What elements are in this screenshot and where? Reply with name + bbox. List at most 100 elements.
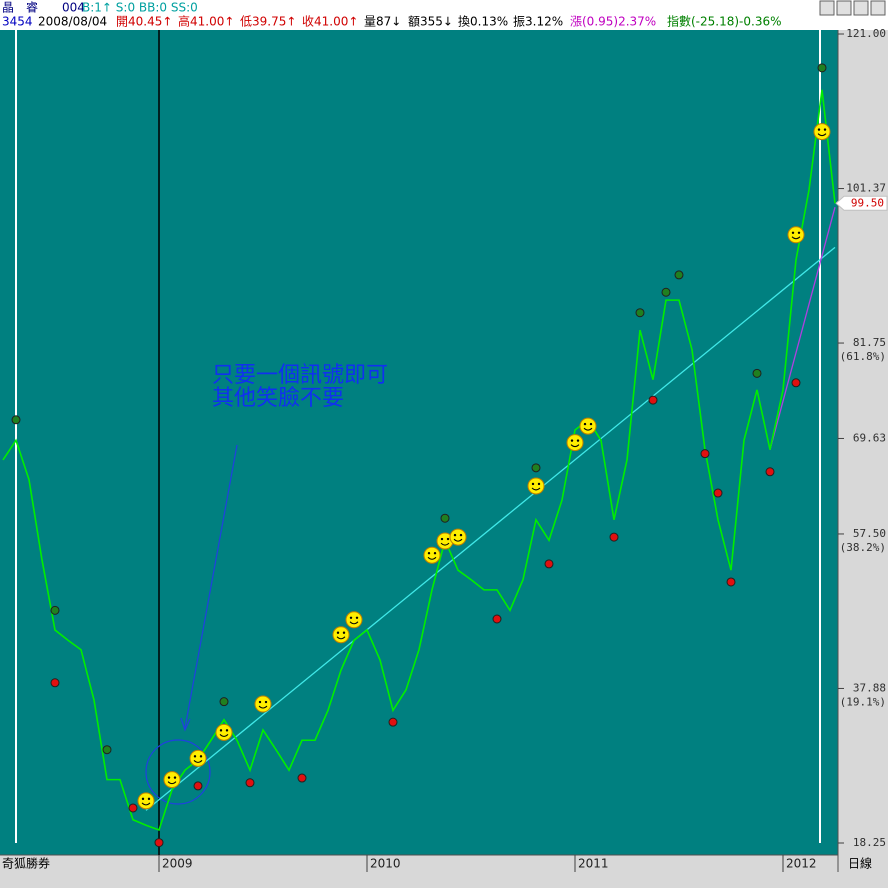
smiley-mouth — [336, 636, 346, 640]
bottom-signal — [388, 717, 398, 727]
annotation: 只要一個訊號即可 — [212, 363, 388, 388]
smiley-eye — [336, 631, 340, 634]
smiley-eye — [589, 422, 593, 426]
bottom-signal — [544, 559, 554, 569]
change: 漲(0.95)2.37% — [570, 15, 656, 29]
smiley-mouth — [167, 781, 177, 785]
smiley — [345, 611, 363, 629]
smiley-mouth — [453, 538, 463, 542]
y-tick-label: 121.00 — [846, 27, 886, 40]
top-signal — [440, 513, 450, 523]
smiley-eye — [453, 533, 457, 537]
smiley-face — [163, 771, 181, 789]
x-axis-bg — [0, 855, 838, 888]
top-signal — [11, 415, 21, 425]
volume: 量87↓ — [364, 15, 401, 29]
trend-line — [145, 246, 836, 811]
smiley-face — [345, 611, 363, 629]
axis-bg — [838, 30, 888, 888]
stock-code: 004 — [62, 1, 85, 15]
smiley-mouth — [440, 542, 450, 546]
smiley-eye — [258, 700, 262, 704]
market-index: 指數(-25.18)-0.36% — [667, 14, 782, 29]
period: 日線 — [848, 856, 872, 871]
smiley-mouth — [349, 621, 359, 625]
smiley-mouth — [531, 487, 541, 491]
smiley — [189, 749, 207, 767]
smiley — [787, 226, 805, 244]
smiley-face — [813, 123, 831, 141]
smiley-face — [449, 528, 467, 546]
smiley-eye — [576, 439, 580, 442]
smiley — [215, 723, 233, 741]
close: 收41.00↑ — [302, 15, 358, 29]
smiley-eye — [342, 631, 346, 634]
button[interactable] — [853, 0, 869, 16]
header-bg — [0, 0, 888, 30]
y-tick-label: 57.50 — [853, 527, 886, 540]
smiley-mouth — [427, 556, 437, 560]
last-price: 99.50 — [851, 196, 884, 209]
smiley-eye — [823, 128, 827, 131]
smiley-mouth — [817, 133, 827, 137]
smiley-face — [566, 434, 584, 452]
bottom-signal — [50, 678, 60, 688]
smiley-face — [137, 792, 155, 810]
smiley-eye — [225, 729, 229, 732]
smiley-eye — [446, 537, 450, 541]
smiley-mouth — [258, 705, 268, 709]
button[interactable] — [870, 0, 886, 16]
smiley-eye — [349, 616, 353, 619]
smiley-face — [579, 417, 597, 435]
bottom-signal — [609, 532, 619, 542]
highlight-circle — [145, 739, 211, 805]
x-tick-label: 2010 — [370, 857, 401, 871]
fib-label: (61.8%) — [840, 350, 886, 363]
y-tick-label: 37.88 — [853, 681, 886, 694]
smiley-mouth — [141, 802, 151, 806]
high: 高41.00↑ — [178, 14, 234, 29]
smiley-eye — [167, 776, 171, 779]
smiley-eye — [193, 755, 197, 758]
bottom-signal — [297, 773, 307, 783]
smiley-eye — [147, 797, 151, 801]
smiley-mouth — [791, 236, 801, 240]
smiley-eye — [264, 700, 268, 704]
smiley — [163, 771, 181, 789]
top-signal — [50, 605, 60, 615]
signal-count: B:1↑ S:0 BB:0 SS:0 — [82, 1, 198, 15]
button[interactable] — [836, 0, 852, 16]
top-signal — [635, 308, 645, 318]
smiley — [527, 477, 545, 495]
arrow-head — [180, 717, 191, 732]
top-signal — [817, 63, 827, 73]
bottom-signal — [245, 778, 255, 788]
y-tick-label: 81.75 — [853, 336, 886, 349]
smiley-eye — [219, 729, 223, 732]
smiley-face — [423, 546, 441, 564]
smiley-eye — [440, 537, 444, 541]
smiley — [449, 528, 467, 546]
bottom-signal — [765, 467, 775, 477]
smiley-eye — [459, 533, 463, 537]
bottom-signal — [700, 449, 710, 459]
open: 開40.45↑ — [116, 15, 172, 29]
bottom-signal — [791, 378, 801, 388]
brand: 奇狐勝券 — [2, 856, 50, 871]
arrow — [184, 444, 238, 729]
smiley-eye — [173, 776, 177, 779]
price-flag — [835, 195, 888, 211]
fib-label: (38.2%) — [840, 541, 886, 554]
smiley-mouth — [193, 759, 203, 763]
bottom-signal — [154, 838, 164, 848]
smiley-face — [215, 723, 233, 741]
smiley-mouth — [570, 444, 580, 448]
amount: 額355↓ — [408, 15, 453, 29]
bottom-signal — [193, 781, 203, 791]
smiley-eye — [583, 422, 587, 426]
button[interactable] — [819, 0, 835, 16]
x-tick-label: 2009 — [162, 857, 193, 871]
stock-id: 3454 — [2, 15, 33, 29]
smiley — [813, 123, 831, 141]
